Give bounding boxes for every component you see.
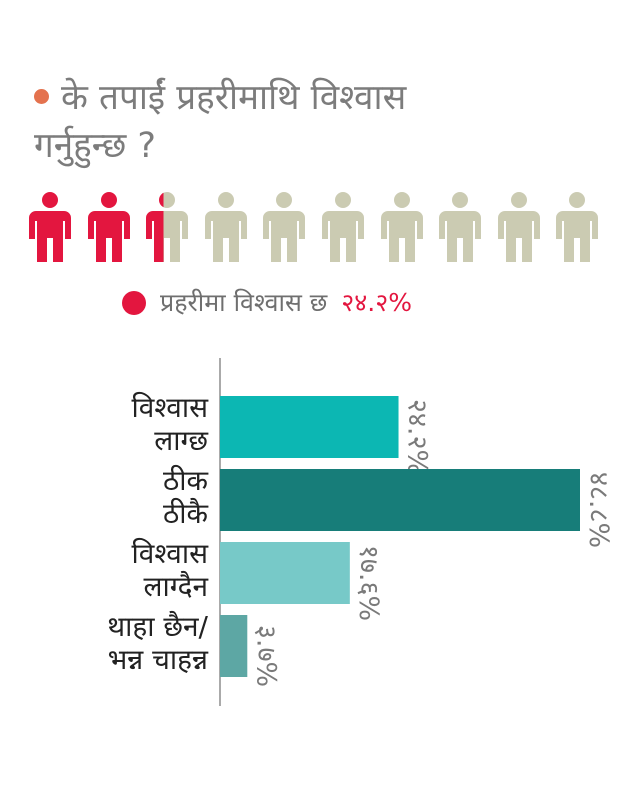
legend-value: २४.२%: [341, 288, 412, 317]
bar: [220, 396, 399, 458]
category-label: लाग्छ: [154, 424, 209, 457]
category-label: थाहा छैन/: [107, 610, 208, 643]
title-line-2: गर्नुहुन्छ ?: [34, 126, 156, 166]
category-label: ठीकै: [163, 497, 209, 530]
value-label: २४.२%: [402, 399, 433, 475]
bar: [220, 542, 350, 604]
person-icon: [556, 192, 599, 262]
value-label: ३.७%: [250, 625, 281, 687]
legend-dot-icon: [122, 291, 146, 315]
category-label: भन्न चाहन्न: [108, 643, 209, 676]
person-icon: [204, 192, 247, 262]
person-icon: [439, 192, 482, 262]
person-icon: [146, 192, 189, 262]
person-icon: [87, 192, 130, 262]
icon-array-legend: प्रहरीमा विश्वास छ २४.२%: [122, 285, 412, 319]
category-label: ठीक: [163, 464, 209, 497]
person-icon: [29, 192, 71, 262]
category-label: विश्वास: [132, 537, 210, 570]
legend-text: प्रहरीमा विश्वास छ: [160, 288, 328, 317]
bar: [220, 469, 580, 531]
title-bullet-icon: [34, 89, 49, 104]
person-icon: [263, 192, 306, 262]
category-label: लाग्दैन: [143, 570, 208, 603]
bar: [220, 615, 248, 677]
title-line-1-text: के तपाईं प्रहरीमाथि विश्वास: [61, 78, 407, 118]
value-label: ४८.८%: [583, 472, 614, 548]
person-icon: [497, 192, 540, 262]
bar-chart: विश्वासलाग्छ २४.२%ठीकठीकै ४८.८%विश्वासलाग्…: [107, 358, 614, 706]
category-label: विश्वास: [132, 391, 210, 424]
person-icon: [380, 192, 423, 262]
value-label: १७.६%: [353, 545, 384, 621]
person-icon-array: [28, 192, 608, 264]
chart-title: के तपाईं प्रहरीमाथि विश्वास गर्नुहुन्छ ?: [34, 74, 614, 170]
person-icon: [322, 192, 364, 262]
title-line-1: के तपाईं प्रहरीमाथि विश्वास: [34, 74, 614, 122]
